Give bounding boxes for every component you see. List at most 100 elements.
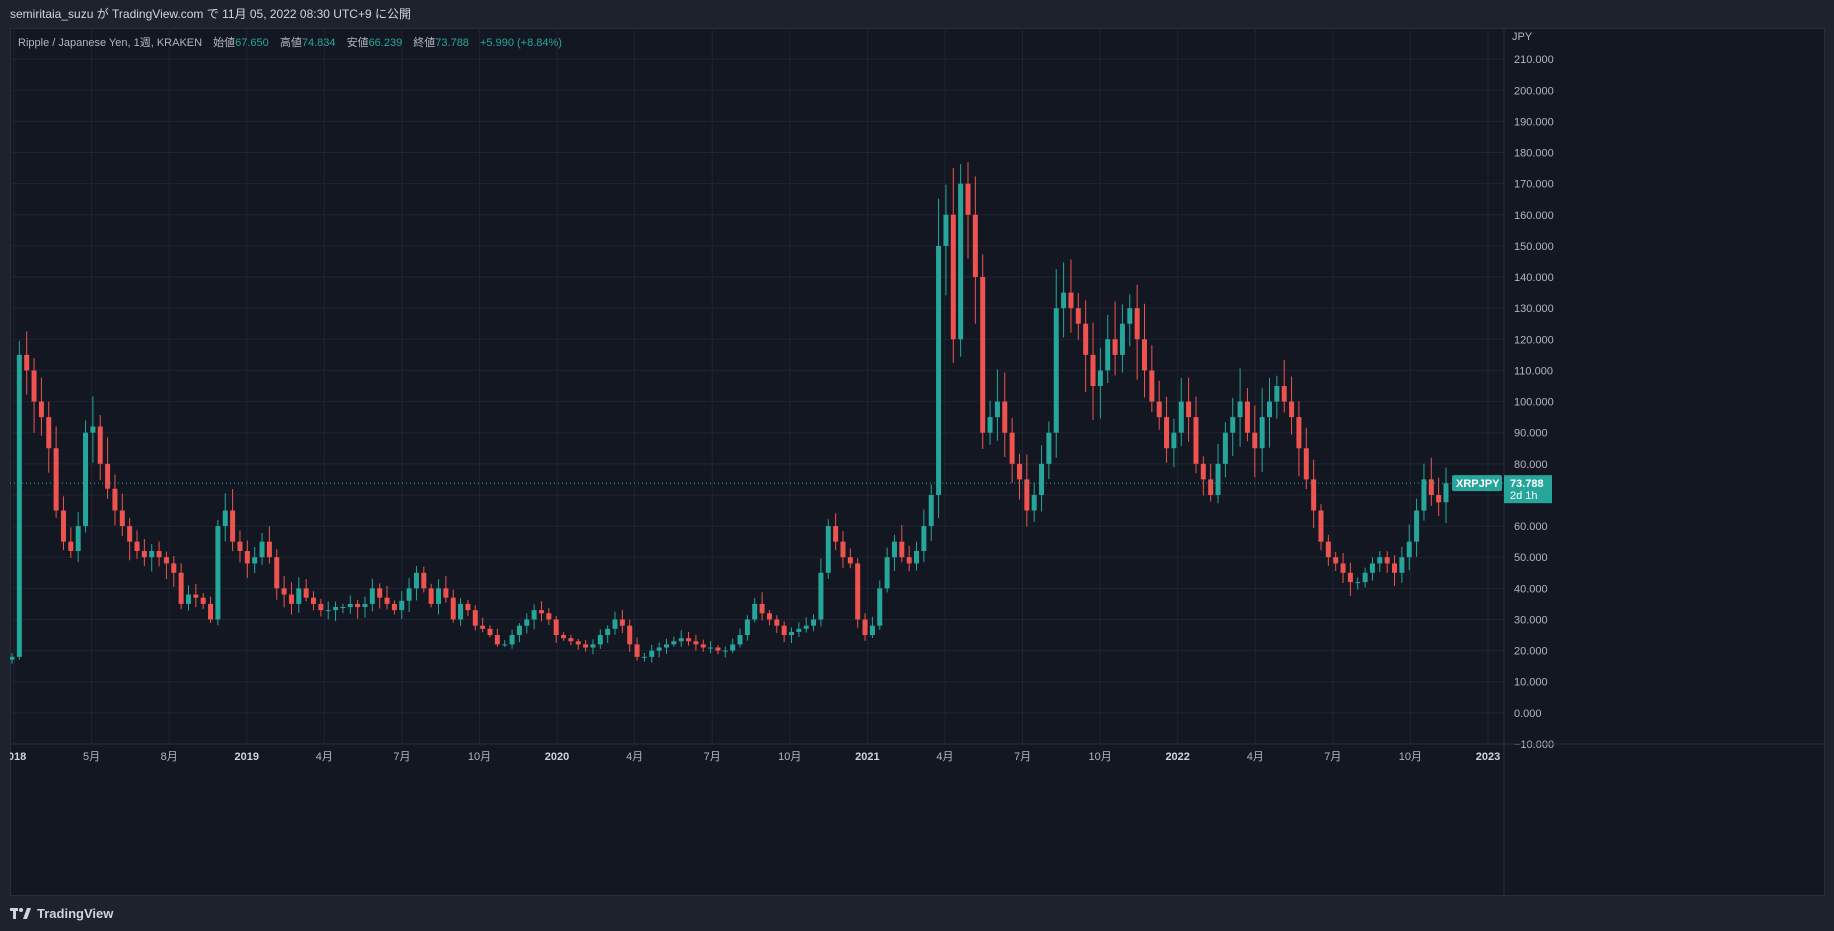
time-axis[interactable]: 2018 5月 8月 2019 4月 7月 10月 2020 4月 7月 10月 2021 4月 7月 10… bbox=[10, 743, 1825, 763]
legend-change-value: +5.990 (+8.84%) bbox=[480, 37, 562, 49]
candle-body bbox=[325, 610, 331, 612]
candle-body bbox=[575, 641, 581, 645]
candle-body bbox=[663, 644, 669, 648]
candle-body bbox=[38, 401, 44, 418]
candle-body bbox=[884, 557, 890, 589]
x-tick-label: 7月 bbox=[1324, 751, 1341, 763]
candle-body bbox=[465, 603, 471, 611]
x-tick-label: 7月 bbox=[1014, 751, 1031, 763]
candle-body bbox=[1119, 323, 1125, 355]
candle-body bbox=[230, 510, 236, 542]
candle-body bbox=[928, 494, 934, 527]
candle-body bbox=[53, 448, 59, 511]
candle-body bbox=[693, 641, 699, 645]
candle-body bbox=[193, 594, 199, 598]
y-tick-label: 0.000 bbox=[1514, 708, 1542, 720]
candle-body bbox=[16, 354, 22, 657]
last-price-tag: XRPJPY 73.788 2d 1h bbox=[1452, 475, 1552, 504]
candle-body bbox=[281, 588, 287, 595]
candle-body bbox=[347, 603, 353, 608]
candle-body bbox=[1333, 557, 1339, 564]
candle-body bbox=[391, 603, 397, 611]
x-tick-label: 4月 bbox=[1247, 751, 1264, 763]
candle-body bbox=[1244, 401, 1250, 433]
candle-body bbox=[502, 644, 508, 646]
candle-body bbox=[163, 557, 169, 564]
candle-body bbox=[1340, 563, 1346, 573]
candle-body bbox=[119, 510, 125, 527]
candle-body bbox=[458, 603, 464, 620]
candle-body bbox=[1112, 339, 1118, 355]
candle-body bbox=[1421, 479, 1427, 511]
candle-body bbox=[1377, 557, 1383, 564]
candle-body bbox=[90, 426, 96, 433]
candle-body bbox=[156, 550, 162, 558]
candle-body bbox=[1024, 479, 1030, 511]
candle-body bbox=[75, 526, 81, 551]
candle-body bbox=[141, 550, 147, 558]
candle-body bbox=[494, 635, 500, 645]
candle-body bbox=[1237, 401, 1243, 418]
candle-body bbox=[1325, 541, 1331, 558]
candle-body bbox=[1208, 479, 1214, 495]
candle-body bbox=[340, 607, 346, 609]
candle-body bbox=[1149, 370, 1155, 402]
candle-body bbox=[811, 619, 817, 626]
candle-body bbox=[266, 541, 272, 558]
candle-body bbox=[619, 619, 625, 626]
y-tick-label: 160.000 bbox=[1514, 210, 1554, 222]
candle-body bbox=[1061, 292, 1067, 309]
legend-high-label: 高値 bbox=[279, 37, 302, 49]
candle-body bbox=[752, 603, 758, 620]
price-tag-price: 73.788 bbox=[1510, 478, 1544, 490]
candle-body bbox=[1215, 463, 1221, 495]
candle-body bbox=[708, 647, 714, 649]
candle-body bbox=[1046, 432, 1052, 464]
candle-body bbox=[333, 607, 339, 611]
candle-body bbox=[1200, 463, 1206, 480]
candle-body bbox=[1267, 401, 1273, 418]
candle-body bbox=[627, 625, 633, 645]
candle-body bbox=[112, 488, 118, 511]
price-tag-symbol: XRPJPY bbox=[1456, 478, 1500, 490]
legend-close-value: 73.788 bbox=[435, 37, 469, 49]
candle-body bbox=[1362, 572, 1368, 583]
y-tick-label: 200.000 bbox=[1514, 85, 1554, 97]
y-tick-label: 150.000 bbox=[1514, 241, 1554, 253]
chart-legend: Ripple / Japanese Yen, 1週, KRAKEN 始値67.6… bbox=[18, 34, 562, 50]
candle-body bbox=[914, 550, 920, 564]
candle-body bbox=[1039, 463, 1045, 495]
candle-body bbox=[1083, 323, 1089, 355]
y-tick-label: 40.000 bbox=[1514, 583, 1548, 595]
candle-body bbox=[1414, 510, 1420, 542]
x-tick-label: 7月 bbox=[704, 751, 721, 763]
x-tick-label: 10月 bbox=[1088, 751, 1111, 763]
tradingview-logo[interactable]: TradingView bbox=[10, 906, 113, 921]
candle-body bbox=[531, 610, 537, 620]
tradingview-logo-icon bbox=[10, 907, 31, 919]
candle-body bbox=[1068, 292, 1074, 309]
candle-body bbox=[1347, 572, 1353, 583]
candle-body bbox=[899, 541, 905, 558]
x-tick-label: 2018 bbox=[10, 751, 26, 763]
x-tick-label: 4月 bbox=[936, 751, 953, 763]
candle-body bbox=[1311, 479, 1317, 511]
price-axis[interactable]: 210.000 200.000 190.000 180.000 170.000 160.0… bbox=[1503, 28, 1554, 896]
candle-body bbox=[222, 510, 228, 527]
candle-body bbox=[10, 656, 15, 660]
candle-body bbox=[428, 588, 434, 604]
candle-body bbox=[413, 572, 419, 589]
candlestick-chart[interactable]: 210.000 200.000 190.000 180.000 170.000 160.0… bbox=[10, 28, 1825, 896]
legend-close-label: 終値 bbox=[413, 37, 436, 49]
candle-body bbox=[1171, 432, 1177, 449]
y-tick-label: 80.000 bbox=[1514, 459, 1548, 471]
candle-body bbox=[450, 597, 456, 620]
candle-body bbox=[943, 214, 949, 246]
candle-body bbox=[1009, 432, 1015, 464]
candle-body bbox=[303, 588, 309, 598]
candle-body bbox=[208, 603, 214, 620]
x-tick-label: 8月 bbox=[161, 751, 178, 763]
candle-body bbox=[1141, 339, 1147, 371]
candle-body bbox=[1186, 401, 1192, 418]
chart-pane[interactable] bbox=[10, 28, 1825, 896]
